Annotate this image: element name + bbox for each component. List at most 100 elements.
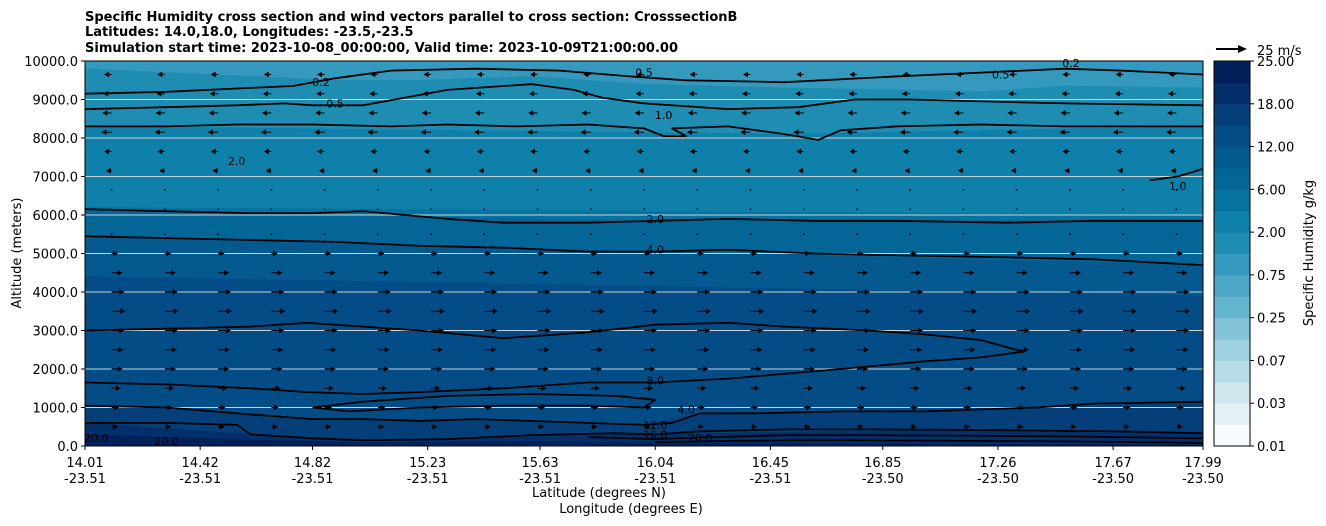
- colorbar-band: [1214, 103, 1250, 126]
- wind-vector-head: [698, 423, 704, 430]
- wind-vector-head: [805, 423, 811, 430]
- wind-vector-head: [1059, 129, 1065, 136]
- colorbar-band: [1214, 424, 1250, 447]
- wind-vector-head: [651, 289, 657, 295]
- y-tick-label: 7000.0: [33, 171, 79, 186]
- wind-vector-head: [970, 346, 976, 353]
- y-tick-label: 0.0: [57, 440, 78, 455]
- wind-vector-head: [485, 423, 491, 430]
- wind-vector-head: [157, 148, 163, 155]
- wind-vector-head: [756, 366, 762, 372]
- wind-vector-head: [687, 110, 693, 116]
- wind-vector-head: [582, 90, 588, 97]
- wind-vector-head: [911, 250, 917, 257]
- wind-vector: [1175, 208, 1178, 211]
- wind-vector: [163, 208, 166, 211]
- wind-vector-head: [476, 148, 482, 155]
- wind-vector-head: [757, 346, 763, 353]
- wind-vector: [536, 189, 539, 191]
- wind-vector-head: [965, 404, 971, 411]
- wind-vector-head: [539, 250, 545, 257]
- wind-vector: [962, 233, 965, 236]
- wind-vector-head: [224, 269, 230, 276]
- wind-vector-head: [385, 289, 391, 295]
- wind-vector-head: [1167, 90, 1173, 97]
- wind-vector-head: [476, 71, 482, 78]
- wind-vector-head: [901, 90, 907, 97]
- y-tick-label: 5000.0: [33, 248, 79, 263]
- wind-vector-head: [1076, 346, 1082, 353]
- wind-vector-head: [119, 327, 125, 334]
- x-tick-label-lon: -23.51: [749, 472, 791, 487]
- wind-vector-head: [971, 289, 977, 295]
- quiver-key-arrow-head: [1238, 45, 1247, 53]
- humidity-band: [85, 276, 1203, 426]
- wind-vector-head: [432, 423, 438, 430]
- wind-vector: [749, 208, 752, 211]
- wind-vector-head: [1074, 385, 1080, 392]
- wind-vector-head: [315, 110, 321, 116]
- wind-vector-head: [1117, 167, 1123, 174]
- wind-vector-head: [382, 385, 388, 392]
- colorbar-band: [1214, 381, 1250, 404]
- wind-vector-head: [437, 366, 443, 372]
- wind-vector-head: [1182, 366, 1188, 372]
- wind-vector-head: [955, 71, 961, 78]
- wind-vector-head: [170, 269, 176, 276]
- wind-vector-head: [545, 289, 551, 295]
- colorbar-tick-label: 25.00: [1257, 55, 1294, 70]
- wind-vector-head: [796, 148, 802, 155]
- wind-vector-head: [847, 110, 853, 116]
- wind-vector-head: [208, 110, 214, 116]
- wind-vector-head: [262, 110, 268, 116]
- wind-vector: [962, 208, 965, 211]
- wind-vector-head: [701, 385, 707, 392]
- contour-line: [85, 321, 1025, 395]
- wind-vector: [483, 233, 486, 236]
- wind-vector: [749, 189, 752, 191]
- title-line-2: Latitudes: 14.0,18.0, Longitudes: -23.5,…: [85, 25, 414, 40]
- wind-vector-head: [539, 423, 545, 430]
- wind-vector-head: [279, 327, 285, 334]
- wind-vector: [749, 233, 752, 236]
- wind-vector-head: [119, 289, 125, 295]
- x-tick-label-lat: 15.63: [521, 456, 558, 471]
- wind-vector-head: [331, 346, 337, 353]
- wind-vector: [430, 208, 432, 211]
- wind-vector-head: [585, 167, 591, 174]
- wind-vector-head: [317, 71, 323, 78]
- contour-line: [587, 434, 1203, 440]
- wind-vector: [270, 208, 273, 211]
- wind-vector-head: [754, 385, 760, 392]
- wind-vector-head: [592, 250, 598, 257]
- wind-vector-head: [154, 129, 160, 136]
- wind-vector-head: [379, 423, 385, 430]
- colorbar-tick-label: 0.03: [1257, 397, 1286, 412]
- wind-vector-head: [380, 404, 386, 411]
- contour-lines: [85, 67, 1203, 444]
- wind-vector-head: [530, 148, 536, 155]
- wind-vector-head: [219, 250, 225, 257]
- wind-vector-head: [858, 250, 864, 257]
- wind-vector-head: [1129, 366, 1135, 372]
- y-axis-ticks: 0.0 1000.0 2000.0 3000.0 4000.0 5000.0 6000.0 7…: [24, 55, 85, 455]
- wind-vector-head: [117, 269, 123, 276]
- wind-vector-head: [265, 167, 271, 174]
- colorbar-band: [1214, 210, 1250, 233]
- wind-vector-head: [225, 327, 231, 334]
- wind-vector-head: [113, 423, 119, 430]
- wind-vector-head: [101, 129, 107, 136]
- wind-vector-head: [687, 129, 693, 136]
- wind-vector-head: [756, 269, 762, 276]
- wind-vector-head: [911, 423, 917, 430]
- wind-vector-head: [490, 269, 496, 276]
- wind-vector-head: [811, 327, 817, 334]
- wind-vector: [483, 208, 486, 211]
- wind-vector-head: [332, 289, 338, 295]
- wind-vector-head: [1024, 327, 1030, 334]
- contour-label: 12.0: [643, 419, 668, 432]
- wind-vector-head: [318, 167, 324, 174]
- wind-vector: [643, 208, 645, 211]
- x-axis-ticks: 14.01-23.5114.42-23.5114.82-23.5115.23-2…: [64, 446, 1224, 487]
- wind-vector-head: [327, 404, 333, 411]
